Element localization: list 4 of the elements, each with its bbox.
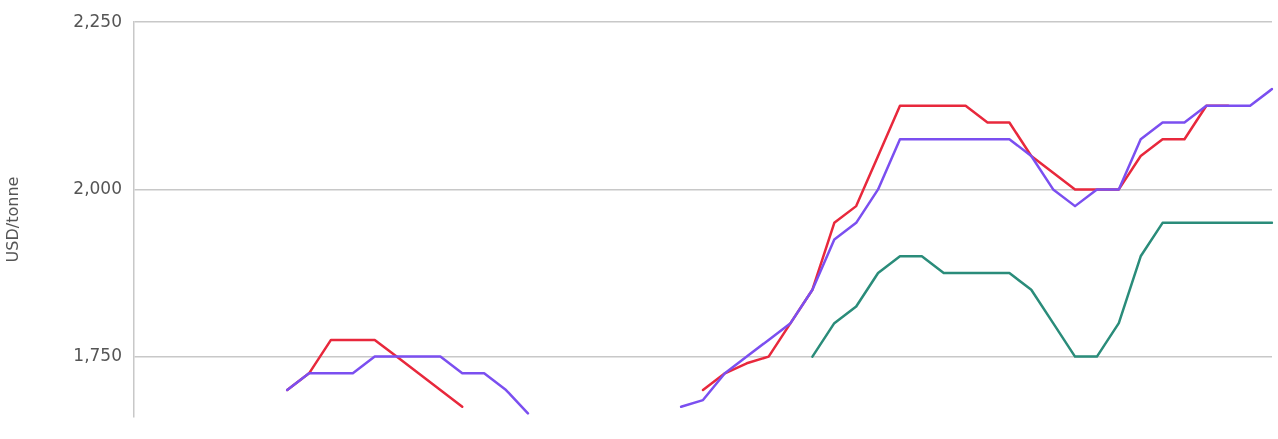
y-tick-label: 2,000 [73,177,122,198]
y-axis-title: USD/tonne [2,176,22,263]
y-tick-label: 1,750 [73,345,122,366]
y-tick-label: 2,250 [73,10,122,31]
